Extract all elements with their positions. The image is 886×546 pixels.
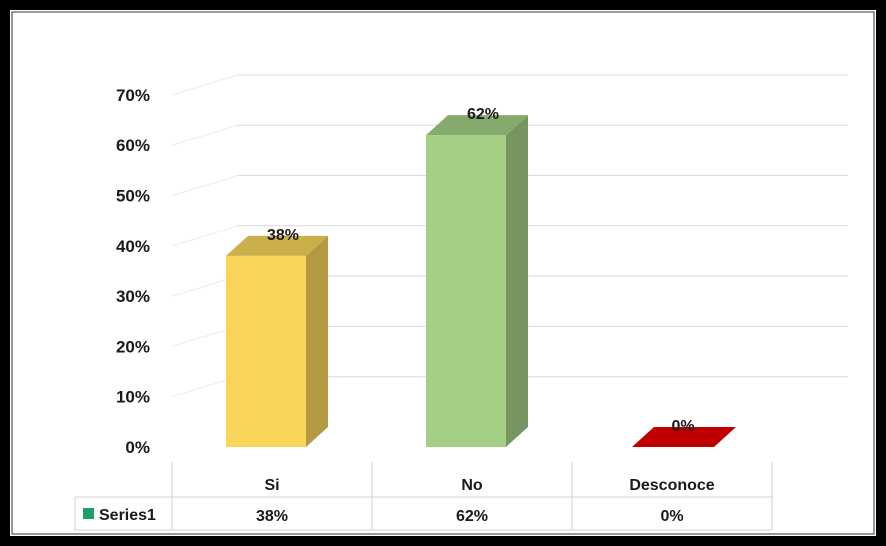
y-tick-label: 50% bbox=[116, 187, 150, 206]
data-table-value: 38% bbox=[256, 508, 288, 525]
data-table-value: 62% bbox=[456, 508, 488, 525]
chart-inner-border bbox=[11, 11, 875, 535]
gridline-side bbox=[171, 225, 239, 247]
gridline-side bbox=[171, 175, 239, 196]
bar-flat bbox=[632, 427, 736, 447]
bar-front bbox=[426, 135, 506, 447]
gridline-side bbox=[171, 74, 239, 96]
x-category-label: No bbox=[461, 477, 483, 494]
data-table-grid bbox=[74, 462, 773, 531]
x-category-label: Desconoce bbox=[629, 477, 714, 494]
bar-side bbox=[306, 235, 328, 447]
gridlines bbox=[171, 74, 848, 398]
y-tick-label: 0% bbox=[125, 438, 150, 457]
gridline-side bbox=[171, 124, 239, 146]
data-labels: 38% 62% 0% bbox=[267, 106, 695, 435]
y-tick-label: 40% bbox=[116, 237, 150, 256]
bars bbox=[226, 115, 736, 447]
y-tick-label: 20% bbox=[116, 337, 150, 356]
bar-top bbox=[226, 235, 328, 256]
y-tick-label: 70% bbox=[116, 86, 150, 105]
data-table-categories: Si No Desconoce bbox=[264, 477, 714, 494]
y-tick-label: 10% bbox=[116, 388, 150, 407]
data-label: 62% bbox=[467, 106, 499, 123]
y-axis-tick-labels: 0% 10% 20% 30% 40% 50% 60% 70% bbox=[116, 86, 150, 457]
data-label: 0% bbox=[671, 418, 694, 435]
data-table: Si No Desconoce 38% 62% 0% Series1 bbox=[74, 462, 773, 531]
x-category-label: Si bbox=[264, 477, 279, 494]
data-label: 38% bbox=[267, 227, 299, 244]
y-tick-label: 60% bbox=[116, 136, 150, 155]
y-tick-label: 30% bbox=[116, 287, 150, 306]
bar-side bbox=[506, 115, 528, 447]
legend-key-swatch bbox=[83, 508, 94, 519]
legend-label: Series1 bbox=[99, 507, 156, 524]
data-table-value: 0% bbox=[660, 508, 683, 525]
bar-top bbox=[426, 115, 528, 136]
bar-front bbox=[226, 255, 306, 447]
data-table-values: 38% 62% 0% bbox=[256, 508, 684, 525]
